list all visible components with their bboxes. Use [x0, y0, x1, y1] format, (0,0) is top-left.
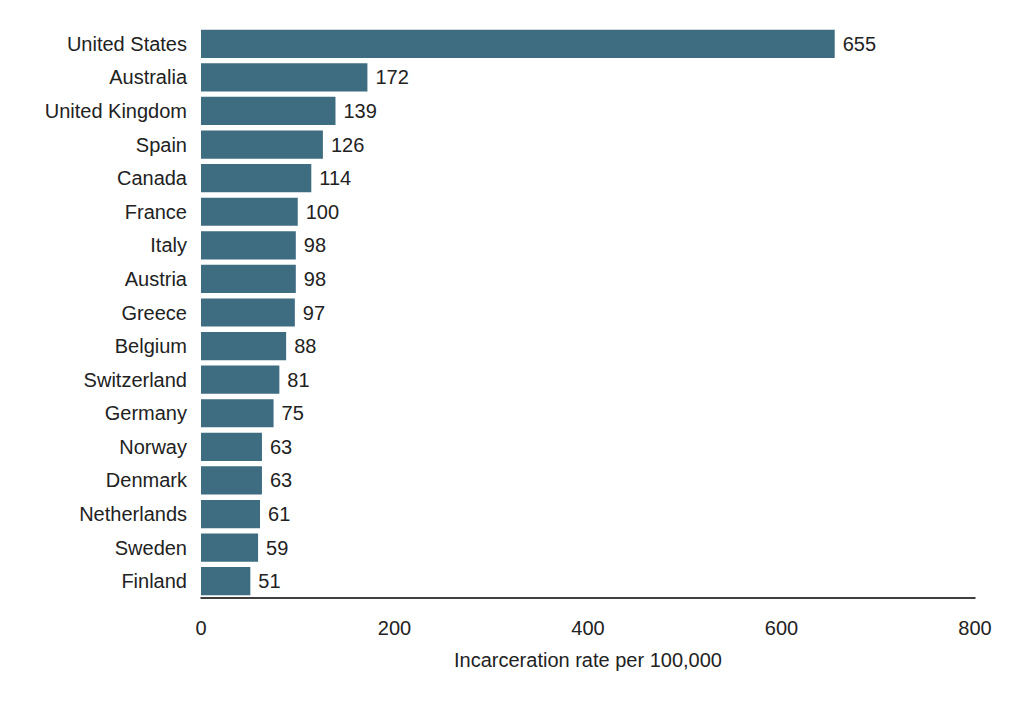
svg-text:United Kingdom: United Kingdom: [45, 100, 187, 122]
svg-text:Finland: Finland: [121, 570, 187, 592]
svg-text:59: 59: [266, 537, 288, 559]
svg-text:Belgium: Belgium: [115, 335, 187, 357]
svg-text:114: 114: [319, 167, 351, 189]
svg-text:Denmark: Denmark: [106, 469, 188, 491]
svg-text:Germany: Germany: [105, 402, 187, 424]
svg-text:Greece: Greece: [121, 302, 187, 324]
svg-text:98: 98: [304, 234, 326, 256]
svg-text:200: 200: [378, 617, 411, 639]
svg-text:63: 63: [270, 469, 292, 491]
svg-text:100: 100: [306, 201, 339, 223]
svg-text:0: 0: [195, 617, 206, 639]
svg-text:Incarceration rate per 100,000: Incarceration rate per 100,000: [454, 649, 722, 671]
svg-text:655: 655: [843, 33, 876, 55]
svg-text:800: 800: [958, 617, 991, 639]
svg-text:Sweden: Sweden: [115, 537, 187, 559]
svg-text:United States: United States: [67, 33, 187, 55]
svg-text:51: 51: [258, 570, 280, 592]
svg-text:Australia: Australia: [109, 66, 188, 88]
svg-text:Norway: Norway: [119, 436, 187, 458]
svg-text:61: 61: [268, 503, 290, 525]
svg-text:63: 63: [270, 436, 292, 458]
svg-text:Switzerland: Switzerland: [84, 369, 187, 391]
svg-text:126: 126: [331, 134, 364, 156]
svg-text:Netherlands: Netherlands: [79, 503, 187, 525]
svg-text:Canada: Canada: [117, 167, 188, 189]
svg-text:81: 81: [287, 369, 309, 391]
svg-text:75: 75: [282, 402, 304, 424]
svg-text:98: 98: [304, 268, 326, 290]
svg-text:France: France: [125, 201, 187, 223]
svg-text:172: 172: [375, 66, 408, 88]
svg-text:400: 400: [571, 617, 604, 639]
svg-text:Italy: Italy: [150, 234, 187, 256]
svg-text:Austria: Austria: [125, 268, 188, 290]
svg-text:Spain: Spain: [136, 134, 187, 156]
svg-text:88: 88: [294, 335, 316, 357]
svg-text:139: 139: [343, 100, 376, 122]
svg-text:600: 600: [765, 617, 798, 639]
svg-text:97: 97: [303, 302, 325, 324]
